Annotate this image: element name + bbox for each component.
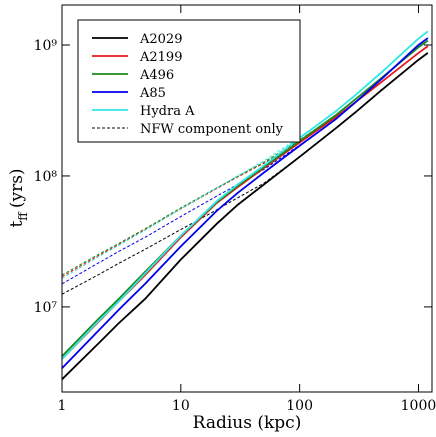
legend-label: NFW component only [140, 122, 284, 137]
y-label-main: t [7, 221, 27, 228]
plot-frame [61, 4, 433, 393]
legend-label: A85 [139, 86, 166, 101]
y-tick-label: 10⁹ [34, 38, 58, 54]
legend-label: A496 [139, 68, 174, 83]
x-tick-label: 100 [286, 398, 313, 414]
legend-label: Hydra A [140, 104, 195, 119]
y-tick-label: 10⁷ [34, 300, 58, 316]
y-tick-label: 10⁸ [34, 169, 58, 185]
y-axis-label: tff (yrs) [7, 168, 30, 227]
x-tick-label: 10 [172, 398, 190, 414]
y-label-unit: (yrs) [7, 168, 27, 208]
x-tick-label: 1000 [401, 398, 436, 414]
legend-label: A2199 [139, 50, 182, 65]
line [61, 37, 429, 369]
y-label-sub: ff [16, 211, 30, 221]
line [61, 30, 429, 360]
legend-label: A2029 [139, 32, 182, 47]
line [61, 52, 429, 380]
x-axis-label: Radius (kpc) [193, 413, 302, 433]
line [61, 39, 429, 357]
legend-box [77, 19, 301, 143]
x-tick-label: 1 [58, 398, 67, 414]
